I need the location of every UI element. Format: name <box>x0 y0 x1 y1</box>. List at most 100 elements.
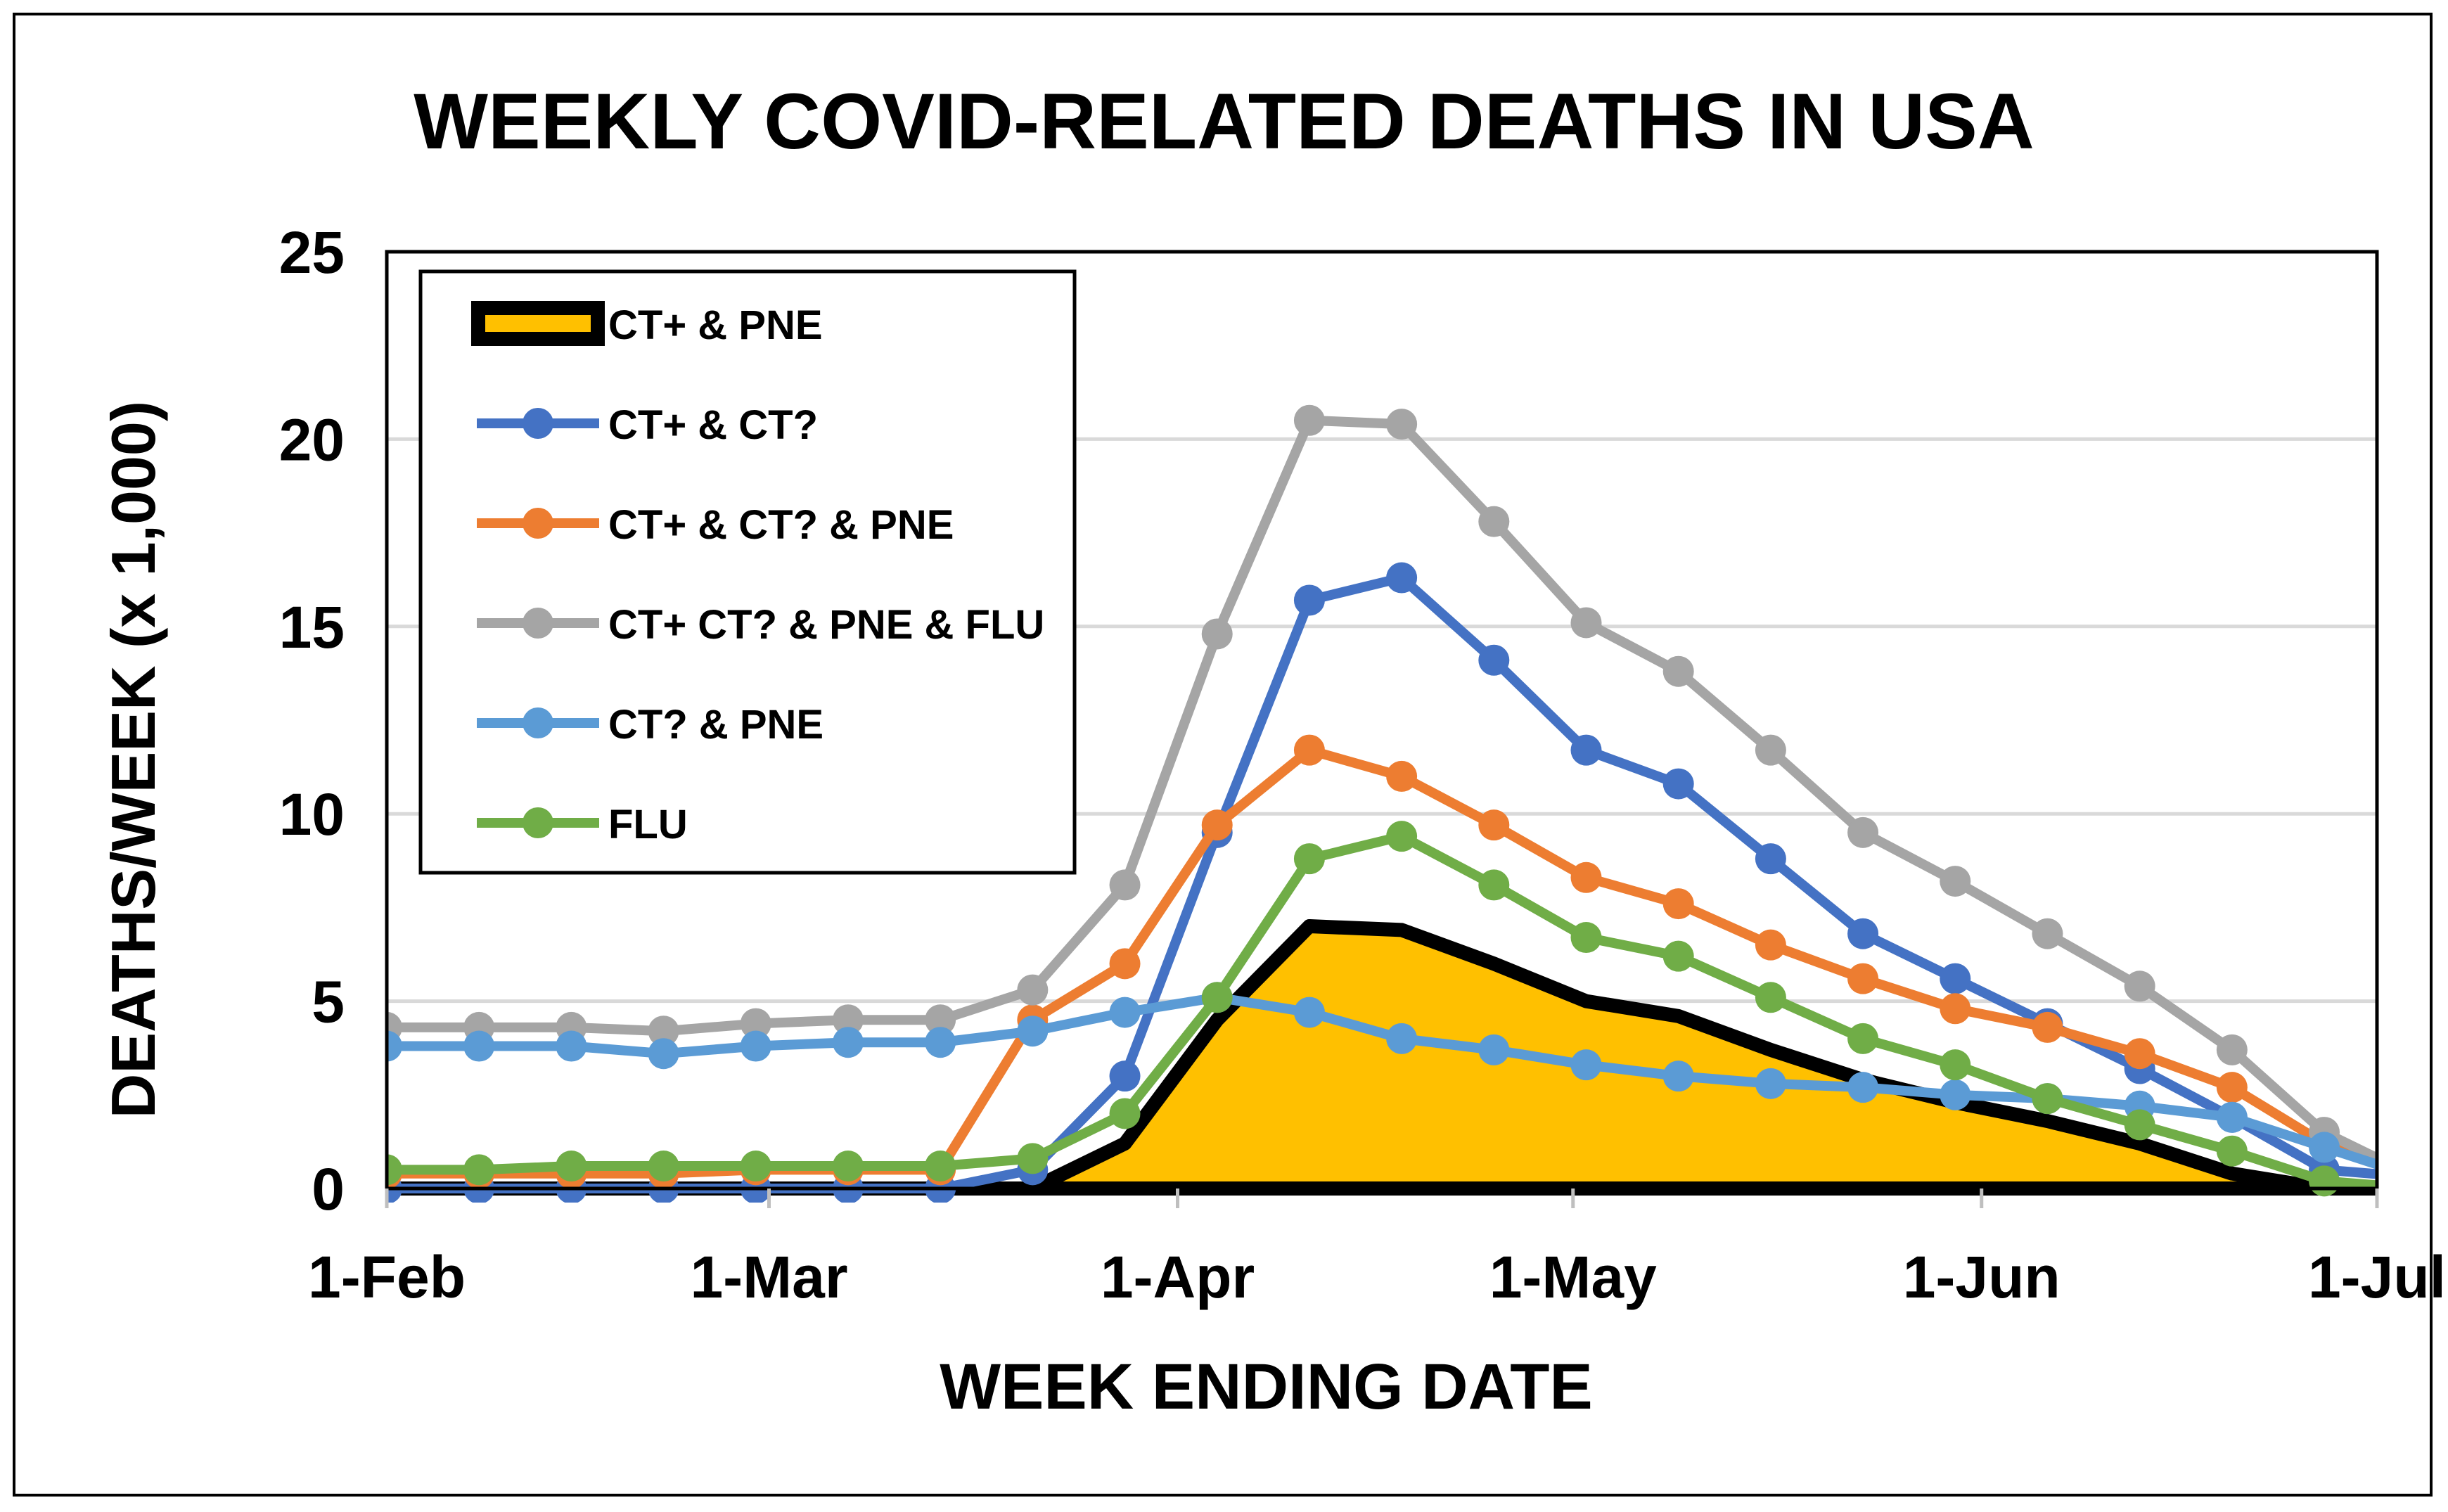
y-tick-label: 15 <box>279 594 345 660</box>
point-flu <box>1940 1049 1971 1081</box>
point-ct-pne <box>1570 1049 1602 1081</box>
point-ct-pne <box>740 1030 771 1062</box>
point-ct-ct-pne <box>1570 861 1602 893</box>
legend-label-ct-ct-pne: CT+ & CT? & PNE <box>608 502 954 548</box>
point-ct-pne <box>1386 1023 1418 1054</box>
plot-series <box>387 404 2432 1203</box>
point-ct-ct-pne <box>2216 1072 2248 1103</box>
point-ct-ct-pne-flu <box>1386 409 1418 440</box>
y-tick-label: 5 <box>312 969 345 1035</box>
legend-marker-ct-ct-pne-flu <box>523 608 553 639</box>
point-flu <box>925 1151 956 1182</box>
point-ct-ct-pne-flu <box>740 1008 771 1039</box>
y-tick-label: 0 <box>312 1156 345 1222</box>
legend-box <box>418 269 1077 875</box>
point-flu <box>463 1154 495 1186</box>
x-tick-label: 1-Jun <box>1903 1244 2061 1310</box>
point-flu <box>2124 1109 2155 1141</box>
point-ct-pne <box>1109 997 1141 1028</box>
point-flu <box>1293 843 1325 875</box>
point-ct-ct <box>1478 644 1510 676</box>
point-ct-ct-pne-flu <box>1201 618 1233 650</box>
point-ct-ct-pne <box>1201 809 1233 841</box>
point-ct-ct-pne-flu <box>2032 918 2063 949</box>
point-ct-ct-pne <box>2032 1011 2063 1043</box>
point-ct-pne <box>1017 1016 1049 1047</box>
x-tick-label: 1-Feb <box>308 1244 466 1310</box>
point-ct-ct-pne-flu <box>2401 1162 2432 1193</box>
point-ct-pne <box>1293 997 1325 1028</box>
point-ct-ct-pne-flu <box>832 1004 864 1036</box>
point-ct-ct-pne-flu <box>1940 866 1971 897</box>
point-ct-pne <box>832 1027 864 1058</box>
point-ct-ct-pne <box>1755 929 1786 961</box>
legend-label-ct-pne: CT? & PNE <box>608 702 824 748</box>
point-ct-ct-pne-flu <box>1662 655 1694 687</box>
legend-label-flu: FLU <box>608 802 688 847</box>
point-flu <box>556 1151 587 1182</box>
point-ct-ct-pne-flu <box>1017 974 1049 1006</box>
x-axis-label: WEEK ENDING DATE <box>940 1351 1593 1423</box>
point-flu <box>1201 982 1233 1013</box>
point-flu <box>740 1151 771 1182</box>
point-ct-ct-pne <box>1847 963 1879 994</box>
y-tick-label: 20 <box>279 406 345 473</box>
point-ct-pne <box>648 1038 679 1070</box>
x-tick-label: 1-Apr <box>1101 1244 1255 1310</box>
chart-frame <box>13 13 2433 1497</box>
point-ct-ct-pne <box>1478 809 1510 841</box>
point-ct-ct-pne <box>2124 1038 2155 1070</box>
point-flu <box>1662 940 1694 972</box>
x-tick-label: 1-Mar <box>690 1244 847 1310</box>
point-flu <box>1847 1023 1879 1054</box>
point-ct-pne <box>1847 1072 1879 1103</box>
point-ct-pne <box>387 1030 402 1062</box>
point-ct-pne <box>463 1030 495 1062</box>
point-flu <box>648 1151 679 1182</box>
legend-label-ct-ct-pne-flu: CT+ CT? & PNE & FLU <box>608 602 1044 648</box>
legend-label-ct-ct: CT+ & CT? <box>608 402 818 448</box>
point-ct-ct-pne-flu <box>1570 607 1602 639</box>
point-flu <box>2309 1165 2340 1197</box>
point-ct-pne <box>925 1027 956 1058</box>
point-ct-ct <box>1386 562 1418 594</box>
legend-label-ct-pne: CT+ & PNE <box>608 302 823 348</box>
point-ct-pne <box>1478 1034 1510 1065</box>
point-ct-ct <box>1940 963 1971 994</box>
point-flu <box>1386 821 1418 852</box>
point-ct-ct <box>1570 734 1602 766</box>
chart-title: WEEKLY COVID-RELATED DEATHS IN USA <box>414 77 2034 165</box>
legend-marker-flu <box>523 807 553 838</box>
point-flu <box>387 1154 402 1186</box>
point-ct-ct <box>2401 1162 2432 1193</box>
point-ct-ct-pne-flu <box>1755 734 1786 766</box>
point-flu <box>1017 1143 1049 1174</box>
point-ct-ct <box>1293 584 1325 616</box>
point-ct-ct <box>1755 843 1786 875</box>
point-ct-ct-pne-flu <box>648 1016 679 1047</box>
x-tick-label: 1-May <box>1489 1244 1657 1310</box>
point-ct-ct-pne-flu <box>1847 816 1879 848</box>
legend-marker-ct-ct <box>523 408 553 439</box>
point-ct-ct-pne <box>1293 734 1325 766</box>
legend-marker-ct-ct-pne <box>523 508 553 539</box>
point-flu <box>1478 869 1510 901</box>
point-ct-pne <box>1940 1079 1971 1110</box>
point-ct-pne <box>2216 1101 2248 1133</box>
legend-swatch-ct-pne <box>471 301 605 346</box>
point-ct-ct-pne <box>1940 993 1971 1025</box>
y-tick-label: 10 <box>279 781 345 847</box>
point-ct-pne <box>2401 1162 2432 1193</box>
point-ct-ct-pne <box>1109 948 1141 980</box>
point-flu <box>1570 922 1602 954</box>
point-ct-ct-pne-flu <box>1478 506 1510 537</box>
point-ct-ct-pne-flu <box>925 1004 956 1036</box>
point-flu <box>2032 1083 2063 1115</box>
point-ct-ct-pne-flu <box>1109 869 1141 901</box>
point-flu <box>2216 1135 2248 1167</box>
y-tick-label: 25 <box>279 219 345 286</box>
point-flu <box>1109 1098 1141 1129</box>
point-ct-ct-pne-flu <box>2124 970 2155 1002</box>
point-ct-pne <box>556 1030 587 1062</box>
